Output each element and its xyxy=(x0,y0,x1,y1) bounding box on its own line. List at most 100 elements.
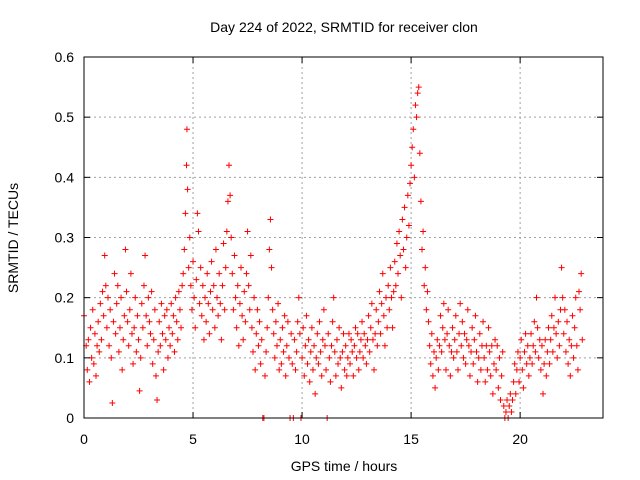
data-point xyxy=(142,252,149,259)
y-tick-label: 0 xyxy=(66,410,74,426)
data-point xyxy=(130,360,137,367)
data-point xyxy=(99,288,106,295)
data-point xyxy=(480,318,487,325)
data-point xyxy=(412,102,419,109)
data-point xyxy=(523,360,530,367)
data-point xyxy=(354,330,361,337)
data-point xyxy=(411,174,418,181)
data-point xyxy=(299,354,306,361)
data-point xyxy=(229,270,236,277)
data-point xyxy=(555,318,562,325)
data-point xyxy=(343,372,350,379)
data-point xyxy=(204,270,211,277)
data-point xyxy=(244,228,251,235)
data-point xyxy=(183,126,190,133)
data-point xyxy=(205,300,212,307)
data-point xyxy=(106,342,113,349)
data-point xyxy=(170,312,177,319)
data-point xyxy=(194,210,201,217)
data-point xyxy=(528,330,535,337)
data-point xyxy=(446,342,453,349)
data-point xyxy=(331,348,338,355)
data-point xyxy=(135,336,142,343)
x-tick-label: 0 xyxy=(80,431,88,447)
data-point xyxy=(355,366,362,373)
data-point xyxy=(396,228,403,235)
data-point xyxy=(388,294,395,301)
data-point xyxy=(315,360,322,367)
data-point xyxy=(578,270,585,277)
data-point xyxy=(511,360,518,367)
data-point xyxy=(265,294,272,301)
data-point xyxy=(541,360,548,367)
data-point xyxy=(540,390,547,397)
data-point xyxy=(379,270,386,277)
data-point xyxy=(116,324,123,331)
data-point xyxy=(257,360,264,367)
data-point xyxy=(335,360,342,367)
data-point xyxy=(422,264,429,271)
data-point xyxy=(152,372,159,379)
data-point xyxy=(202,294,209,301)
data-point xyxy=(459,318,466,325)
data-point xyxy=(352,324,359,331)
data-point xyxy=(426,342,433,349)
data-point xyxy=(499,348,506,355)
data-point xyxy=(383,294,390,301)
data-point xyxy=(107,306,114,313)
data-point xyxy=(233,324,240,331)
data-point xyxy=(453,348,460,355)
data-point xyxy=(564,318,571,325)
data-point xyxy=(405,222,412,229)
data-point xyxy=(236,300,243,307)
data-point xyxy=(437,312,444,319)
data-point xyxy=(321,342,328,349)
data-point xyxy=(498,372,505,379)
data-point xyxy=(154,396,161,403)
data-point xyxy=(482,378,489,385)
data-point xyxy=(432,384,439,391)
data-point xyxy=(415,84,422,91)
data-point xyxy=(468,348,475,355)
data-point xyxy=(569,312,576,319)
data-point xyxy=(84,366,91,373)
data-point xyxy=(407,180,414,187)
data-point xyxy=(216,270,223,277)
data-point xyxy=(126,306,133,313)
data-point xyxy=(127,270,134,277)
data-point xyxy=(518,336,525,343)
data-point xyxy=(561,306,568,313)
data-point xyxy=(404,192,411,199)
data-point xyxy=(522,330,529,337)
data-point xyxy=(276,366,283,373)
data-point xyxy=(574,366,581,373)
data-point xyxy=(162,336,169,343)
data-point xyxy=(292,366,299,373)
x-tick-label: 5 xyxy=(189,431,197,447)
data-point xyxy=(442,366,449,373)
data-point xyxy=(200,336,207,343)
data-point xyxy=(157,342,164,349)
data-point xyxy=(347,360,354,367)
data-point xyxy=(100,312,107,319)
data-point xyxy=(267,216,274,223)
data-point xyxy=(348,336,355,343)
data-point xyxy=(302,342,309,349)
data-point xyxy=(273,342,280,349)
data-point xyxy=(516,378,523,385)
data-point xyxy=(486,348,493,355)
data-point xyxy=(562,348,569,355)
data-point xyxy=(176,306,183,313)
data-point xyxy=(270,330,277,337)
data-point xyxy=(220,240,227,247)
data-point xyxy=(228,234,235,241)
data-point xyxy=(102,282,109,289)
data-point xyxy=(374,342,381,349)
y-tick-label: 0.4 xyxy=(55,169,75,185)
data-point xyxy=(182,210,189,217)
data-point xyxy=(567,372,574,379)
data-point xyxy=(550,324,557,331)
data-point xyxy=(140,282,147,289)
x-axis-label: GPS time / hours xyxy=(291,458,398,474)
data-point xyxy=(440,300,447,307)
